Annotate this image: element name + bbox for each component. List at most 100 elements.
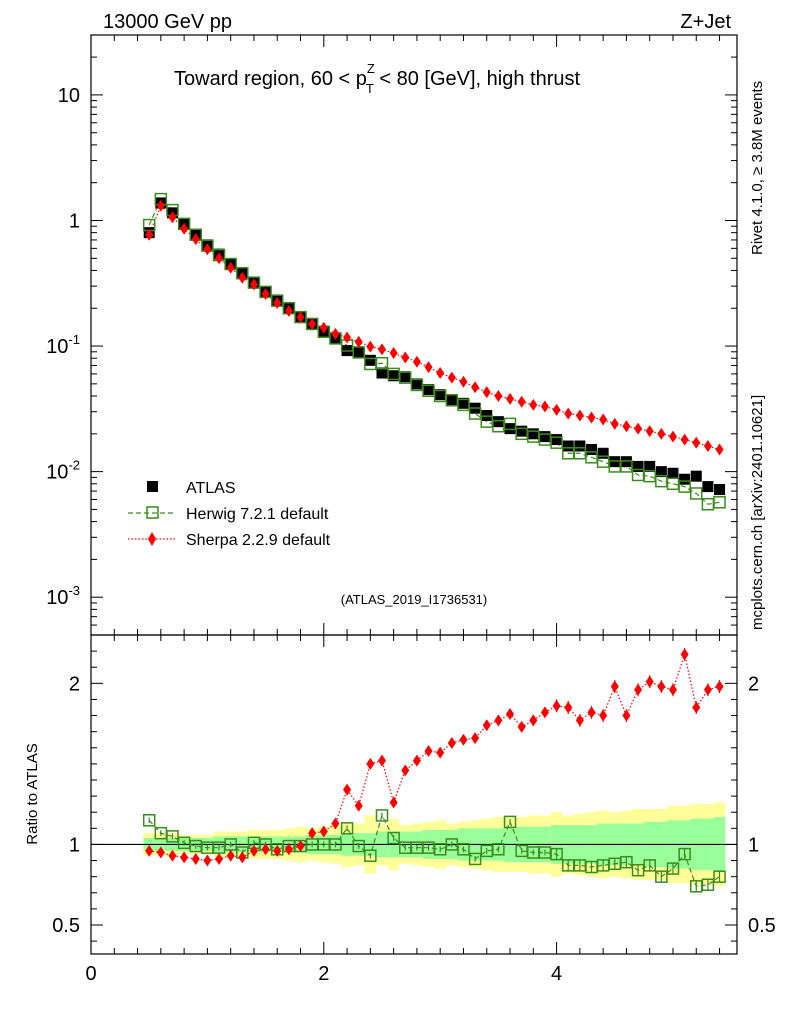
sherpa-point — [575, 409, 584, 422]
ratio-sherpa-point — [540, 706, 549, 719]
herwig-point — [550, 436, 563, 449]
ratio-sherpa-point — [308, 827, 317, 840]
sherpa-point — [308, 317, 317, 330]
main-ytick-base: 10 — [58, 85, 80, 107]
ratio-herwig-point — [643, 859, 656, 872]
main-ytick-label: 10-1 — [46, 332, 80, 358]
ratio-sherpa-point — [494, 714, 503, 727]
atlas-point — [364, 354, 376, 366]
main-ytick-base: 1 — [69, 210, 80, 232]
sherpa-point — [284, 305, 293, 318]
ratio-sherpa-point — [412, 754, 421, 767]
ratio-sherpa-point — [610, 680, 619, 693]
ratio-sherpa-point — [529, 714, 538, 727]
analysis-id: (ATLAS_2019_I1736531) — [341, 592, 487, 607]
legend-sherpa-label: Sherpa 2.2.9 default — [186, 532, 331, 549]
atlas-point — [632, 460, 644, 472]
atlas-point — [353, 346, 365, 358]
ratio-sherpa-point — [389, 796, 398, 809]
ratio-ytick-label-right: 1 — [748, 834, 759, 856]
sherpa-point — [552, 403, 561, 416]
plot-title-sup: Z — [367, 61, 375, 76]
ratio-sherpa-point — [401, 764, 410, 777]
ratio-herwig-point — [142, 814, 156, 827]
main-ytick-exp: -3 — [68, 583, 80, 598]
atlas-point — [411, 378, 423, 390]
legend-atlas-label: ATLAS — [186, 480, 236, 497]
atlas-point — [388, 370, 400, 382]
ratio-sherpa-point — [564, 701, 573, 714]
ratio-sherpa-point — [168, 849, 177, 862]
sherpa-point — [680, 433, 689, 446]
ratio-sherpa-point — [587, 706, 596, 719]
sherpa-point — [471, 381, 480, 394]
ratio-herwig-point — [352, 839, 365, 853]
sherpa-point — [389, 347, 398, 360]
sherpa-point — [180, 222, 189, 235]
ratio-ytick-label-left: 0.5 — [52, 915, 80, 937]
ratio-sherpa-point — [226, 849, 235, 862]
herwig-point — [457, 398, 470, 412]
sherpa-point — [494, 390, 503, 403]
ratio-herwig-point — [387, 831, 400, 845]
ratio-sherpa-point — [645, 675, 654, 688]
ratio-sherpa-point — [680, 648, 689, 661]
atlas-point — [702, 481, 714, 493]
main-ytick-exp: -2 — [68, 458, 80, 473]
ratio-sherpa-point — [261, 843, 270, 856]
atlas-point — [446, 394, 458, 406]
ratio-sherpa-point — [180, 851, 189, 864]
ratio-sherpa-point — [599, 709, 608, 722]
ratio-ytick-label-left: 2 — [69, 673, 80, 695]
ratio-herwig-point — [364, 849, 377, 862]
ratio-herwig-point — [375, 809, 389, 822]
atlas-point — [574, 440, 586, 452]
sherpa-point — [273, 297, 282, 310]
header-right: Z+Jet — [680, 11, 731, 33]
atlas-point — [423, 384, 435, 396]
atlas-point — [504, 423, 516, 435]
ratio-sherpa-point — [366, 757, 375, 770]
ratio-sherpa-point — [203, 854, 212, 867]
sherpa-point — [238, 271, 247, 284]
atlas-point — [527, 428, 539, 440]
ratio-sherpa-point — [191, 852, 200, 865]
sherpa-point — [168, 211, 177, 224]
plot-title-part1: Toward region, 60 < p — [174, 68, 367, 90]
ratio-sherpa-point — [668, 683, 677, 696]
sherpa-point — [587, 411, 596, 424]
sherpa-point — [657, 427, 666, 440]
atlas-point — [609, 456, 621, 468]
atlas-point — [597, 447, 609, 459]
ratio-herwig-point — [713, 870, 726, 883]
sherpa-point — [226, 261, 235, 274]
atlas-point — [434, 389, 446, 401]
sherpa-point — [261, 287, 270, 300]
ratio-sherpa-point — [436, 746, 445, 759]
ratio-sherpa-point — [296, 840, 305, 853]
plot-title: Toward region, 60 < pZ T < 80 [GeV], high… — [174, 61, 580, 96]
sherpa-point — [424, 361, 433, 374]
legend-sherpa-marker — [148, 532, 156, 546]
atlas-point — [586, 444, 598, 456]
sherpa-point — [482, 386, 491, 399]
atlas-point — [399, 371, 411, 383]
ratio-herwig-point — [620, 855, 633, 869]
herwig-point — [713, 496, 726, 509]
herwig-point — [503, 417, 517, 431]
sherpa-point — [331, 327, 340, 340]
sherpa-point — [622, 420, 631, 433]
legend-herwig-marker — [146, 506, 159, 519]
sherpa-point — [529, 398, 538, 411]
atlas-point — [516, 425, 528, 437]
atlas-point — [644, 460, 656, 472]
ratio-ytick-label-right: 0.5 — [748, 915, 776, 937]
atlas-point — [679, 473, 691, 485]
sherpa-point — [191, 233, 200, 246]
legend: ATLAS Herwig 7.2.1 default Sherpa 2.2.9 … — [128, 480, 331, 549]
ratio-xtick-label: 2 — [318, 963, 329, 985]
sherpa-line — [148, 204, 720, 451]
herwig-point — [375, 356, 389, 370]
atlas-point — [457, 397, 469, 409]
sherpa-point — [540, 400, 549, 413]
